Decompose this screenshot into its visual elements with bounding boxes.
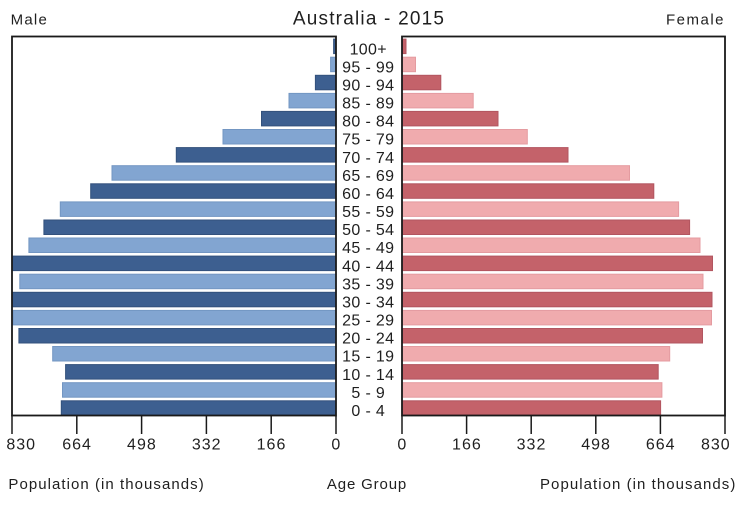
svg-text:830: 830: [6, 436, 36, 453]
svg-text:30 - 34: 30 - 34: [342, 295, 394, 312]
svg-text:15 - 19: 15 - 19: [342, 349, 394, 366]
svg-text:166: 166: [257, 436, 287, 453]
svg-text:70 - 74: 70 - 74: [342, 150, 394, 167]
svg-text:Male: Male: [11, 12, 49, 29]
svg-text:498: 498: [581, 436, 611, 453]
svg-text:80 - 84: 80 - 84: [342, 114, 394, 131]
svg-text:35 - 39: 35 - 39: [342, 276, 394, 293]
svg-text:40 - 44: 40 - 44: [342, 258, 394, 275]
svg-text:166: 166: [452, 436, 482, 453]
svg-text:100+: 100+: [350, 41, 387, 58]
svg-text:830: 830: [701, 436, 731, 453]
svg-text:50 - 54: 50 - 54: [342, 222, 394, 239]
svg-text:664: 664: [62, 436, 92, 453]
svg-text:25 - 29: 25 - 29: [342, 313, 394, 330]
svg-text:332: 332: [192, 436, 222, 453]
svg-text:Age Group: Age Group: [327, 476, 407, 493]
svg-text:75 - 79: 75 - 79: [342, 132, 394, 149]
svg-text:85 - 89: 85 - 89: [342, 96, 394, 113]
svg-text:95 - 99: 95 - 99: [342, 59, 394, 76]
svg-text:10 - 14: 10 - 14: [342, 367, 394, 384]
svg-text:5 - 9: 5 - 9: [351, 385, 385, 402]
svg-text:55 - 59: 55 - 59: [342, 204, 394, 221]
svg-text:498: 498: [127, 436, 157, 453]
svg-text:60 - 64: 60 - 64: [342, 186, 394, 203]
svg-text:Female: Female: [666, 12, 725, 29]
svg-text:Population (in thousands): Population (in thousands): [8, 476, 204, 493]
svg-text:332: 332: [517, 436, 547, 453]
svg-text:0: 0: [331, 436, 341, 453]
svg-text:20 - 24: 20 - 24: [342, 331, 394, 348]
svg-text:Population (in thousands): Population (in thousands): [540, 476, 735, 493]
svg-text:0 - 4: 0 - 4: [351, 403, 385, 420]
svg-text:65 - 69: 65 - 69: [342, 168, 394, 185]
svg-text:0: 0: [397, 436, 407, 453]
svg-text:664: 664: [646, 436, 676, 453]
svg-text:Australia - 2015: Australia - 2015: [293, 9, 445, 30]
svg-text:45 - 49: 45 - 49: [342, 240, 394, 257]
svg-text:90 - 94: 90 - 94: [342, 78, 394, 95]
